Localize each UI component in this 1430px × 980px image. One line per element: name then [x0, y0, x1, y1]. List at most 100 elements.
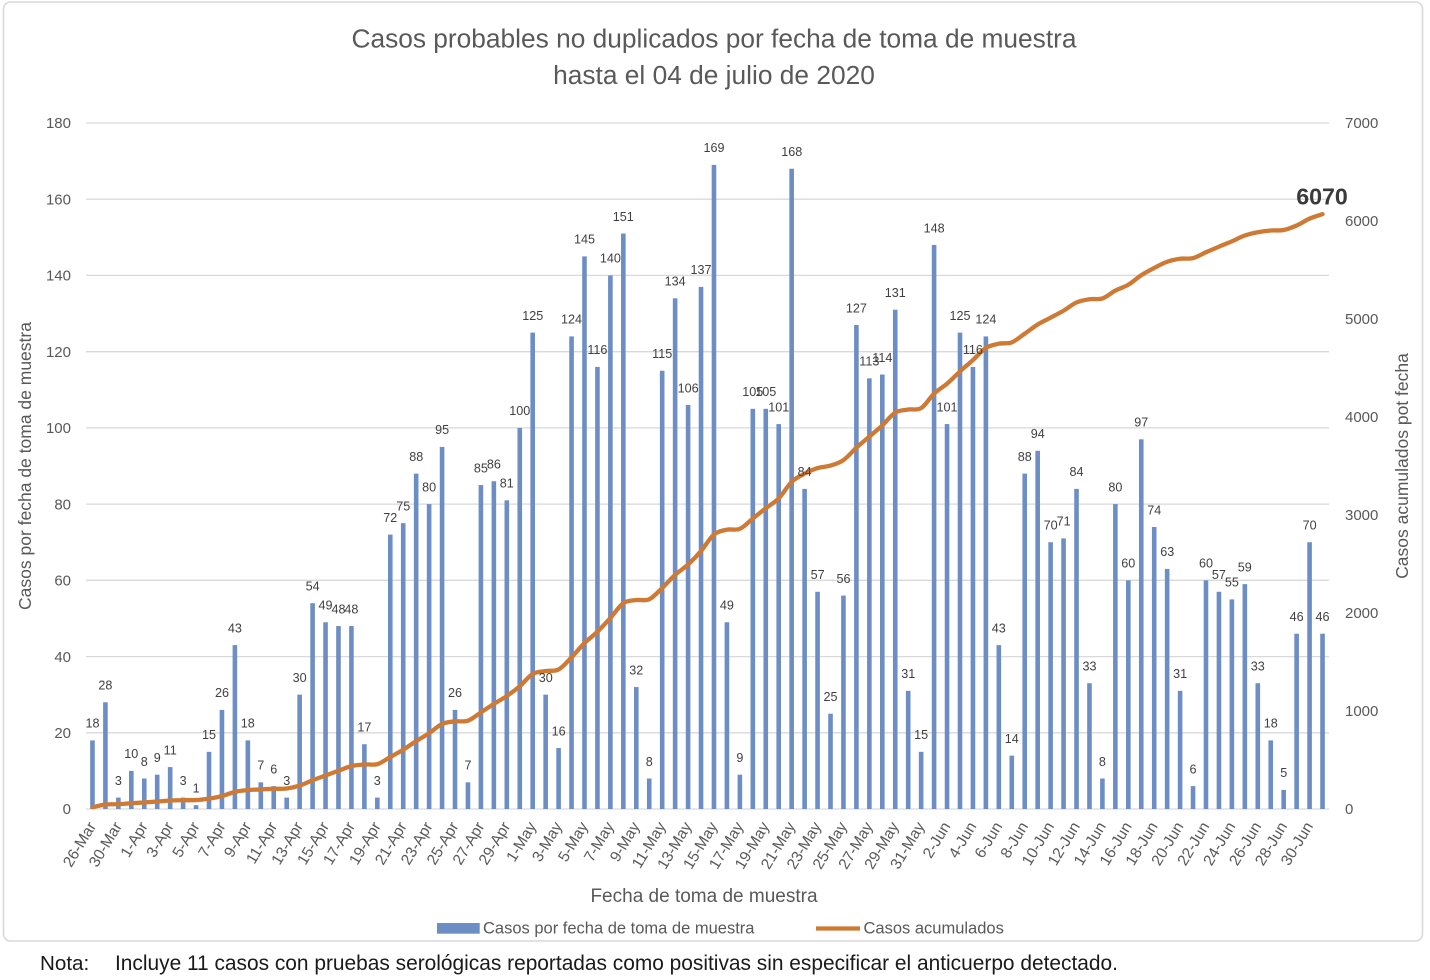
svg-text:116: 116	[963, 343, 983, 357]
svg-text:95: 95	[435, 423, 449, 437]
svg-text:Casos por fecha de toma de mue: Casos por fecha de toma de muestra	[483, 920, 755, 938]
svg-text:32: 32	[629, 663, 643, 677]
svg-text:8: 8	[1099, 755, 1106, 769]
svg-text:116: 116	[587, 343, 607, 357]
svg-text:180: 180	[46, 115, 71, 132]
svg-text:140: 140	[46, 268, 71, 285]
svg-text:88: 88	[1018, 450, 1032, 464]
svg-text:59: 59	[1238, 560, 1252, 574]
svg-text:15: 15	[914, 728, 928, 742]
svg-text:46: 46	[1290, 610, 1304, 624]
svg-text:5: 5	[1280, 766, 1287, 780]
svg-text:49: 49	[318, 599, 332, 613]
svg-text:100: 100	[46, 420, 71, 437]
svg-text:124: 124	[975, 313, 996, 327]
svg-text:125: 125	[522, 309, 543, 323]
svg-text:8: 8	[646, 755, 653, 769]
svg-text:2000: 2000	[1345, 605, 1378, 622]
svg-text:84: 84	[798, 465, 812, 479]
svg-text:55: 55	[1225, 576, 1239, 590]
svg-text:105: 105	[742, 385, 763, 399]
svg-text:30: 30	[539, 671, 553, 685]
svg-text:15: 15	[202, 728, 216, 742]
svg-text:97: 97	[1134, 416, 1148, 430]
svg-text:17: 17	[357, 721, 371, 735]
svg-text:31: 31	[901, 667, 915, 681]
svg-text:26: 26	[448, 686, 462, 700]
svg-text:6: 6	[1189, 762, 1196, 776]
svg-text:63: 63	[1160, 545, 1174, 559]
svg-text:Casos acumulados: Casos acumulados	[864, 920, 1004, 938]
svg-text:16: 16	[552, 724, 566, 738]
svg-text:18: 18	[1264, 717, 1278, 731]
svg-text:145: 145	[574, 233, 595, 247]
svg-text:168: 168	[781, 145, 802, 159]
svg-text:20: 20	[54, 725, 71, 742]
svg-text:74: 74	[1147, 503, 1161, 517]
svg-text:43: 43	[992, 621, 1006, 635]
svg-text:10: 10	[124, 747, 138, 761]
svg-text:Casos probables no duplicados: Casos probables no duplicados por fecha …	[351, 24, 1076, 54]
svg-text:137: 137	[690, 263, 711, 277]
svg-text:6: 6	[270, 762, 277, 776]
svg-text:5000: 5000	[1345, 311, 1378, 328]
svg-text:56: 56	[836, 572, 850, 586]
svg-text:28: 28	[98, 679, 112, 693]
svg-text:40: 40	[54, 649, 71, 666]
svg-text:80: 80	[422, 480, 436, 494]
svg-text:124: 124	[561, 313, 582, 327]
svg-text:46: 46	[1315, 610, 1329, 624]
svg-text:105: 105	[755, 385, 776, 399]
svg-text:3: 3	[115, 774, 122, 788]
svg-text:148: 148	[924, 221, 945, 235]
svg-text:81: 81	[500, 477, 514, 491]
svg-text:18: 18	[85, 717, 99, 731]
svg-text:60: 60	[1199, 557, 1213, 571]
svg-text:9: 9	[736, 751, 743, 765]
svg-text:26: 26	[215, 686, 229, 700]
svg-text:120: 120	[46, 344, 71, 361]
svg-text:Casos acumulados pot fecha: Casos acumulados pot fecha	[1392, 353, 1412, 579]
svg-text:101: 101	[936, 400, 957, 414]
svg-text:Nota:: Nota:	[40, 952, 89, 975]
svg-text:33: 33	[1082, 660, 1096, 674]
svg-text:3: 3	[283, 774, 290, 788]
svg-text:125: 125	[949, 309, 970, 323]
svg-text:hasta el 04 de julio de 2020: hasta el 04 de julio de 2020	[553, 60, 875, 90]
svg-text:114: 114	[872, 351, 892, 365]
svg-text:11: 11	[164, 743, 177, 757]
svg-text:80: 80	[54, 496, 71, 513]
svg-text:0: 0	[1345, 801, 1353, 818]
svg-text:3: 3	[374, 774, 381, 788]
svg-text:71: 71	[1057, 515, 1071, 529]
svg-text:49: 49	[720, 599, 734, 613]
svg-text:100: 100	[509, 404, 530, 418]
svg-text:115: 115	[652, 347, 672, 361]
svg-text:134: 134	[665, 275, 686, 289]
svg-text:9: 9	[154, 751, 161, 765]
svg-text:48: 48	[331, 602, 345, 616]
svg-text:48: 48	[344, 602, 358, 616]
svg-text:57: 57	[811, 568, 825, 582]
svg-text:4000: 4000	[1345, 409, 1378, 426]
svg-text:3: 3	[180, 774, 187, 788]
svg-text:7: 7	[464, 759, 471, 773]
svg-text:Casos por fecha de toma de mue: Casos por fecha de toma de muestra	[15, 322, 35, 610]
svg-text:25: 25	[823, 690, 837, 704]
svg-text:70: 70	[1044, 519, 1058, 533]
svg-text:54: 54	[306, 580, 320, 594]
svg-text:3000: 3000	[1345, 507, 1378, 524]
svg-text:88: 88	[409, 450, 423, 464]
svg-text:43: 43	[228, 621, 242, 635]
svg-text:8: 8	[141, 755, 148, 769]
svg-text:106: 106	[678, 381, 699, 395]
svg-text:6070: 6070	[1296, 184, 1348, 210]
svg-text:33: 33	[1251, 660, 1265, 674]
svg-text:0: 0	[63, 801, 71, 818]
svg-text:Fecha de toma de muestra: Fecha de toma de muestra	[590, 886, 817, 907]
svg-text:75: 75	[396, 500, 410, 514]
svg-text:Incluye 11 casos con pruebas s: Incluye 11 casos con pruebas serológicas…	[115, 952, 1118, 975]
svg-text:1: 1	[193, 782, 200, 796]
svg-text:60: 60	[54, 573, 71, 590]
svg-text:140: 140	[600, 252, 621, 266]
